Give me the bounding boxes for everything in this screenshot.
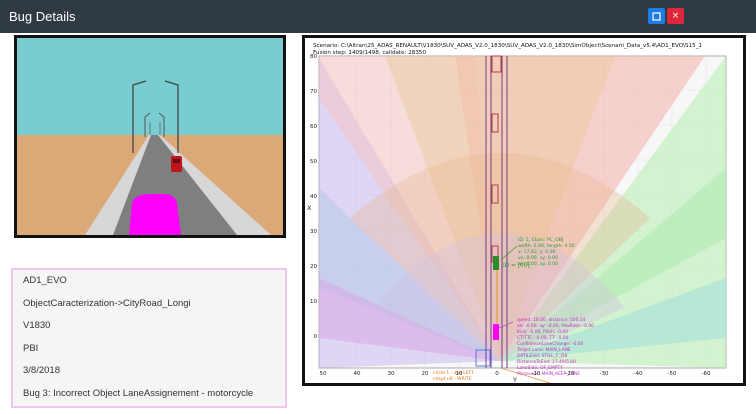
sky [17,38,283,135]
x-tick: -10 [532,371,541,377]
tracked-motorcycle [493,256,499,270]
bug-info-panel: AD1_EVO ObjectCaracterization->CityRoad_… [11,268,287,408]
svg-text:OPTILEVel: STILL_C_O8: OPTILEVel: STILL_C_O8 [517,353,567,359]
svg-text:ax: -0.00, ay: -0.00, YawRate:: ax: -0.00, ay: -0.00, YawRate: -0.00 [517,323,594,329]
side-left-zone [319,188,500,361]
short-range-arc [375,233,625,361]
svg-text:x: 17.82, y: 0.00: x: 17.82, y: 0.00 [518,249,555,255]
y-axis-label: X [307,204,312,212]
lamp-post-far-right [158,112,165,137]
lamp-post-left [132,80,147,153]
x-tick: 30 [388,371,395,377]
svg-text:chkpt n6 - WRITE: chkpt n6 - WRITE [433,376,472,382]
category: PBI [23,342,39,354]
svg-text:speed: 18.00, distance: 500.34: speed: 18.00, distance: 500.34 [517,317,586,323]
close-button[interactable]: × [667,8,684,24]
project-name: AD1_EVO [23,275,67,286]
y-tick: 40 [310,194,317,200]
svg-text:ID: 1, Class: PC_OBJ: ID: 1, Class: PC_OBJ [518,237,563,243]
target-vehicle [171,156,182,172]
right-radar-zone [500,56,726,368]
scenario-path: Scenario: C:\Altran\25_ADAS_RENAULT\V183… [313,43,703,49]
y-tick: 30 [310,229,317,235]
lamp-post-distant [149,122,161,135]
svg-text:Target Lane: MAIN_LANE: Target Lane: MAIN_LANE [516,347,571,353]
svg-text:CT/TTC: -0.00, TT: -0.00: CT/TTC: -0.00, TT: -0.00 [517,335,569,341]
maximize-button[interactable] [648,8,665,24]
side-right-zone [500,168,726,361]
x-tick: -50 [668,371,677,377]
object-label-leader [500,245,518,261]
date: 3/8/2018 [23,365,60,377]
x-tick: 10 [456,371,463,377]
svg-text:vx: 0.00, vy: 0.00: vx: 0.00, vy: 0.00 [518,255,558,261]
simulation-view [14,35,286,238]
version: V1830 [23,320,51,332]
lamp-post-right [164,80,179,153]
x-axis-label: Y [512,376,517,383]
svg-text:ConfidenceLaneChange: -0.00: ConfidenceLaneChange: -0.00 [517,341,584,347]
fusion-step: Fusion step: 1409/1498, calldate: 28350 [313,50,426,56]
ego-info: speed: 18.00, distance: 500.34 ax: -0.00… [516,317,594,377]
y-tick: 50 [310,159,317,165]
ego-car [129,194,181,235]
front-camera-zone [385,56,615,361]
y-tick: 0 [314,334,318,340]
svg-text:DistanceToEnd: 17.49/5.00: DistanceToEnd: 17.49/5.00 [517,359,576,365]
sensor-coverage [319,56,726,368]
y-tick: 60 [310,124,317,130]
bug-description: Bug 3: Incorrect Object LaneAssignement … [23,387,254,399]
rear-right-zone [500,278,726,361]
y-tick: 10 [310,299,317,305]
bottom-labels: circle 1 - axe LEFT chkpt n6 - WRITE [433,370,474,382]
object-id-label: ID = [00] [503,263,530,269]
sensor-fusion-plot: Scenario: C:\Altran\25_ADAS_RENAULT\V183… [302,35,746,386]
x-tick: 40 [354,371,361,377]
lamp-post-far-left [144,112,151,137]
title-bar: Bug Details [0,0,756,33]
long-range-arc [350,153,650,361]
object-info: ID: 1, Class: PC_OBJ width: 2.00, length… [518,237,575,267]
ego-vehicle-marker [493,324,499,340]
svg-text:Maneuver: MAIN_KEEP_LANE: Maneuver: MAIN_KEEP_LANE [517,371,580,377]
svg-text:LaneSide: OF_EMPTY: LaneSide: OF_EMPTY [517,365,563,371]
y-tick: 20 [310,264,317,270]
target-vehicle-window [173,159,180,163]
lane-lines [485,56,508,368]
svg-text:Kick: -0.00, Pitch: -0.00: Kick: -0.00, Pitch: -0.00 [517,329,568,335]
x-tick: -40 [634,371,643,377]
x-tick: -20 [566,371,575,377]
ego-label-leader [498,321,514,329]
front-radar-zone [455,56,705,361]
lane-marker-line [500,367,551,383]
front-left-zone [319,56,500,361]
x-tick: 0 [495,371,499,377]
rear-left-zone [319,278,500,361]
svg-text:circle 1 - axe LEFT: circle 1 - axe LEFT [433,370,474,376]
feature-name: ObjectCaracterization->CityRoad_Longi [23,297,191,309]
y-axis-ticks: 80 70 60 50 40 30 20 10 0 [310,54,318,340]
simulation-scene [17,38,283,235]
x-tick: 20 [422,371,429,377]
y-tick: 80 [310,54,317,60]
maximize-icon [652,11,661,21]
x-tick: -60 [702,371,711,377]
x-tick: 50 [320,371,327,377]
x-axis-ticks: 50 40 30 20 10 0 -10 -20 -30 -40 -50 -60 [320,371,711,377]
y-tick: 70 [310,89,317,95]
x-tick: -30 [600,371,609,377]
close-icon: × [671,11,680,21]
svg-text:width: 2.00, length: 4.50: width: 2.00, length: 4.50 [518,243,575,249]
svg-text:ax: 0.00, ay: 0.00: ax: 0.00, ay: 0.00 [518,261,558,267]
sensor-box [475,349,491,367]
window-title: Bug Details [9,9,76,24]
plot-canvas: Scenario: C:\Altran\25_ADAS_RENAULT\V183… [307,43,727,383]
